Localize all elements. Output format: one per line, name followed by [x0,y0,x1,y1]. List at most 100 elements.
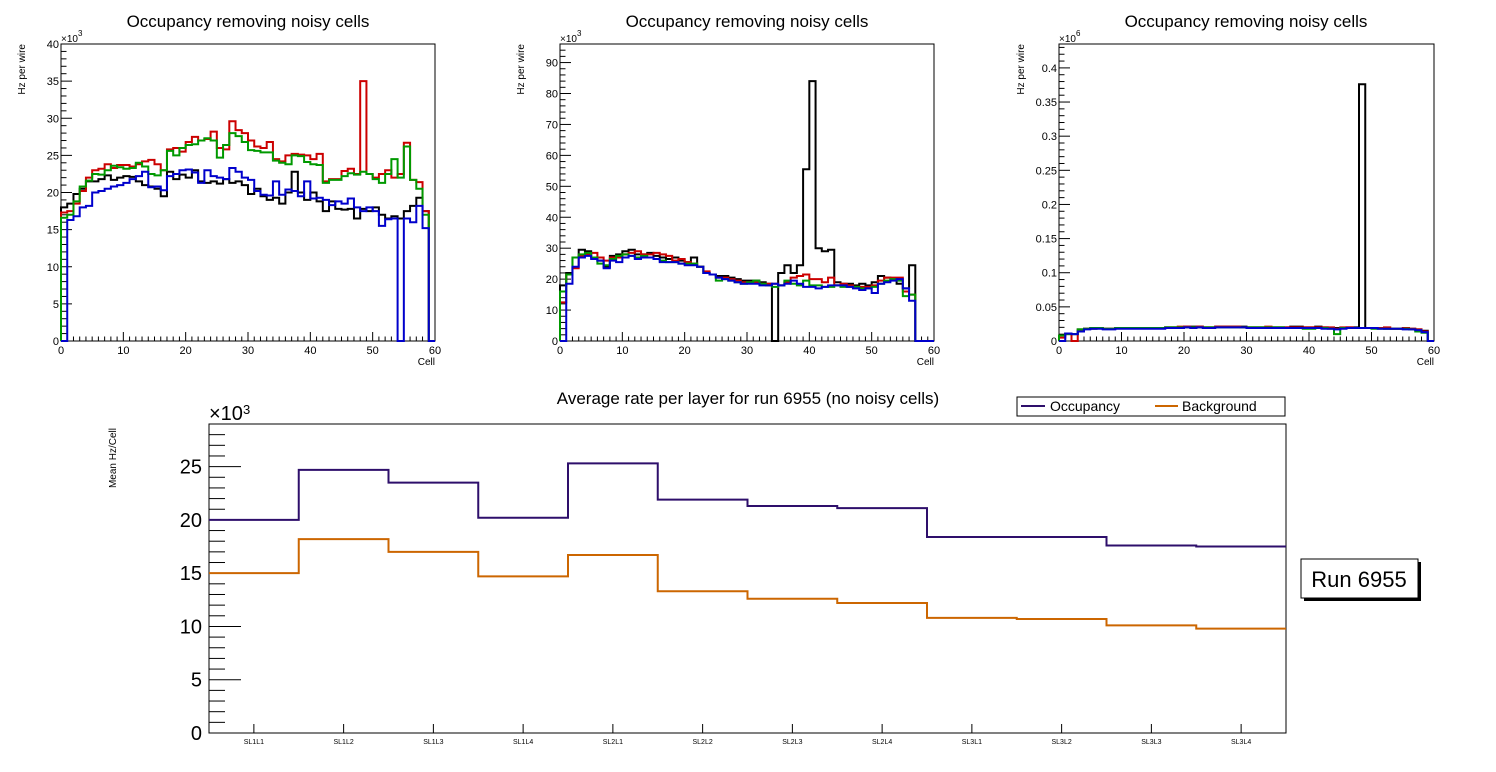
histogram-series-green [60,132,435,342]
y-tick-label: 5 [53,299,59,311]
histogram-series-green [559,251,934,342]
x-tick-label: 40 [1303,345,1315,357]
plot-frame [208,423,1287,734]
layer-rate-ylabel: Mean Hz/Cell [108,428,119,488]
x-tick-label: 0 [1056,345,1062,357]
y-tick-label: 40 [47,39,59,51]
y-tick-label: 30 [546,243,558,255]
series-background [209,538,1286,630]
y-tick-label: 20 [47,188,59,200]
x-tick-label: 40 [304,345,316,357]
layer-rate-title: Average rate per layer for run 6955 (no … [557,389,939,408]
y-tick-label: 5 [191,670,202,692]
panel-1-title: Occupancy removing noisy cells [127,12,370,31]
category-label: SL2L3 [782,739,802,746]
y-tick-label: 40 [546,212,558,224]
y-tick-label: 30 [47,113,59,125]
histogram-panel-2: Occupancy removing noisy cells Hz per wi… [516,12,940,368]
y-tick-label: 20 [546,274,558,286]
panel-1-multiplier: ×103 [61,29,83,45]
legend: Occupancy Background [1016,396,1286,417]
panel-1-xlabel: Cell [418,357,435,368]
panel-1-ylabel: Hz per wire [17,44,28,95]
x-tick-label: 30 [242,345,254,357]
category-label: SL3L2 [1052,739,1072,746]
y-tick-label: 0.2 [1042,199,1057,211]
run-label-frame [1300,558,1419,599]
y-tick-label: 10 [47,262,59,274]
panel-3-xlabel: Cell [1417,357,1434,368]
category-label: SL3L3 [1141,739,1161,746]
y-tick-label: 70 [546,119,558,131]
category-label: SL3L1 [962,739,982,746]
y-tick-label: 15 [180,563,202,585]
x-tick-label: 30 [741,345,753,357]
run-label: Run 6955 [1311,567,1406,592]
y-tick-label: 25 [180,457,202,479]
x-tick-label: 50 [367,345,379,357]
x-tick-label: 50 [1365,345,1377,357]
y-tick-label: 0.35 [1036,97,1057,109]
histogram-panel-1: Occupancy removing noisy cells Hz per wi… [17,12,441,368]
y-tick-label: 10 [546,305,558,317]
panel-2-ylabel: Hz per wire [516,44,527,95]
x-tick-label: 60 [429,345,441,357]
y-tick-label: 0.25 [1036,165,1057,177]
histogram-series-blue [560,254,934,342]
category-label: SL2L1 [603,739,623,746]
y-tick-label: 15 [47,225,59,237]
y-tick-label: 0.1 [1042,268,1057,280]
panel-2-multiplier: ×103 [560,29,582,45]
x-tick-label: 10 [1115,345,1127,357]
category-label: SL1L1 [244,739,264,746]
x-tick-label: 20 [1178,345,1190,357]
histogram-panel-3: Occupancy removing noisy cells Hz per wi… [1016,12,1440,368]
category-label: SL2L4 [872,739,892,746]
y-tick-label: 20 [180,510,202,532]
y-tick-label: 0 [1051,336,1057,348]
x-tick-label: 10 [616,345,628,357]
legend-occupancy-label: Occupancy [1050,398,1120,414]
histogram-series-black [559,80,934,342]
histogram-series-blue [1059,326,1434,342]
category-label: SL1L3 [423,739,443,746]
legend-box [1016,396,1286,417]
y-tick-label: 80 [546,89,558,101]
category-label: SL1L4 [513,739,533,746]
category-label: SL1L2 [334,739,354,746]
y-tick-label: 10 [180,616,202,638]
legend-background-label: Background [1182,398,1257,414]
category-label: SL3L4 [1231,739,1251,746]
run-label-box: Run 6955 [1300,558,1421,601]
plot-frame [559,43,935,342]
series-occupancy [209,462,1286,548]
y-tick-label: 60 [546,150,558,162]
x-tick-label: 50 [866,345,878,357]
y-tick-label: 25 [47,150,59,162]
histogram-series-black [60,169,435,342]
y-tick-label: 0 [191,723,202,745]
x-tick-label: 20 [679,345,691,357]
layer-rate-multiplier: ×103 [209,402,250,425]
panel-2-xlabel: Cell [917,357,934,368]
panel-3-ylabel: Hz per wire [1016,44,1027,95]
histogram-series-black [1058,83,1434,342]
y-tick-label: 50 [546,181,558,193]
y-tick-label: 0.3 [1042,131,1057,143]
y-tick-label: 0 [552,336,558,348]
x-tick-label: 20 [180,345,192,357]
y-tick-label: 0.4 [1042,63,1057,75]
x-tick-label: 0 [557,345,563,357]
category-label: SL2L2 [693,739,713,746]
x-tick-label: 30 [1240,345,1252,357]
y-tick-label: 0.15 [1036,234,1057,246]
panel-3-multiplier: ×106 [1059,29,1081,45]
y-tick-label: 35 [47,76,59,88]
x-tick-label: 0 [58,345,64,357]
plot-frame [1058,43,1435,342]
histogram-series-blue [61,166,435,342]
y-tick-label: 0 [53,336,59,348]
x-tick-label: 60 [1428,345,1440,357]
panel-3-title: Occupancy removing noisy cells [1125,12,1368,31]
